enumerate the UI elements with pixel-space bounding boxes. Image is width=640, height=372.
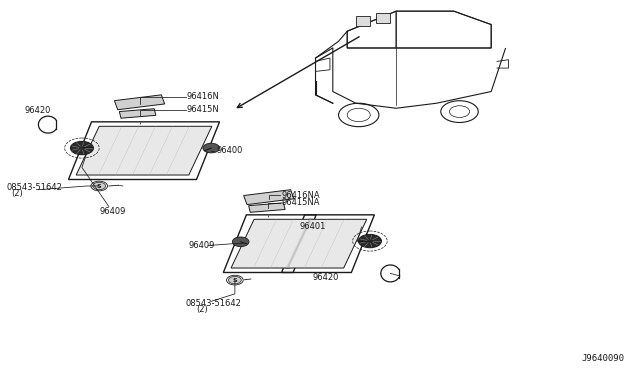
Text: 96415N: 96415N [187,105,220,114]
Text: J9640090: J9640090 [581,355,624,363]
Circle shape [358,234,381,248]
Circle shape [232,237,249,247]
Text: 96409: 96409 [99,207,125,216]
Polygon shape [231,219,367,268]
Text: S: S [97,183,102,189]
Text: 96400: 96400 [216,146,243,155]
Text: S: S [232,278,237,283]
Text: 96420: 96420 [24,106,51,115]
Polygon shape [76,126,212,175]
Polygon shape [120,109,156,118]
Circle shape [228,276,241,284]
Polygon shape [249,203,285,212]
Text: (2): (2) [12,189,23,198]
Text: 96409: 96409 [189,241,215,250]
Text: 96420: 96420 [312,273,339,282]
Circle shape [93,182,106,190]
Polygon shape [115,95,164,110]
Polygon shape [376,13,390,23]
Text: (2): (2) [196,305,207,314]
Polygon shape [356,16,370,26]
Text: 96416NA: 96416NA [282,191,320,200]
Text: 96401: 96401 [300,222,326,231]
Circle shape [203,143,220,153]
Text: 08543-51642: 08543-51642 [6,183,62,192]
Text: 96416N: 96416N [187,92,220,101]
Polygon shape [244,190,294,205]
Polygon shape [285,219,312,268]
Circle shape [70,141,93,155]
Text: 96415NA: 96415NA [282,198,320,207]
Text: 08543-51642: 08543-51642 [186,299,241,308]
